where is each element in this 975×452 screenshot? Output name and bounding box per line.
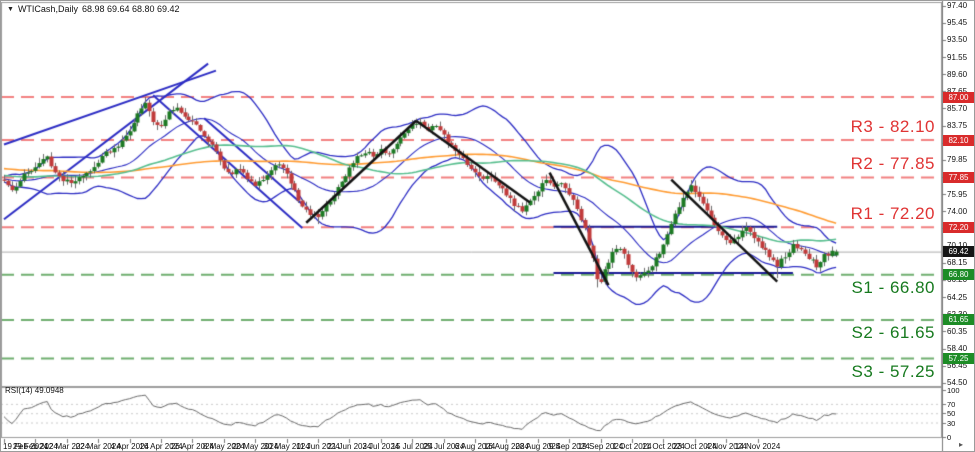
rsi-axis-tick: 100 bbox=[947, 385, 960, 395]
price-axis-tick: 83.75 bbox=[947, 121, 968, 131]
price-axis-tick: 58.40 bbox=[947, 344, 968, 353]
symbol-name: WTICash,Daily bbox=[17, 4, 78, 14]
price-axis-tick: 95.45 bbox=[947, 18, 968, 28]
date-axis-label: 23 Oct 2024 bbox=[673, 442, 717, 451]
rsi-value: 49.0948 bbox=[34, 386, 64, 395]
date-axis-label: 19 Feb 2024 bbox=[3, 442, 48, 451]
date-axis-label: 26 Apr 2024 bbox=[170, 442, 214, 451]
date-axis-label: 4 Apr 2024 bbox=[110, 442, 149, 451]
date-axis-label: 30 May 2024 bbox=[263, 442, 310, 451]
rsi-axis-tick: 50 bbox=[947, 409, 956, 419]
price-axis-tick: 97.40 bbox=[947, 1, 968, 11]
price-axis-tick: 62.30 bbox=[947, 310, 967, 319]
date-axis-label: 14 Nov 2024 bbox=[734, 442, 781, 451]
price-badge-s1: 66.80 bbox=[943, 269, 974, 281]
resistance-label-r2: R2 - 77.85 bbox=[850, 154, 935, 174]
price-axis-tick: 68.15 bbox=[947, 258, 968, 268]
price-axis-tick: 60.35 bbox=[947, 326, 968, 336]
date-axis-label: 4 Nov 2024 bbox=[705, 442, 747, 451]
rsi-name: RSI(14) bbox=[5, 386, 33, 395]
date-axis-label: 16 Aug 2024 bbox=[483, 442, 529, 451]
price-axis-tick: 87.65 bbox=[947, 87, 967, 96]
symbol-dropdown-icon[interactable]: ▼ bbox=[7, 5, 14, 13]
price-badge-s2: 61.65 bbox=[943, 314, 974, 326]
price-axis-tick: 85.70 bbox=[947, 103, 968, 113]
current-price-badge: 69.42 bbox=[943, 246, 974, 258]
scroll-to-end-icon[interactable]: ▸ bbox=[959, 440, 964, 449]
price-badge-r1: 72.20 bbox=[943, 221, 974, 233]
date-axis-label: 29 Feb 2024 bbox=[12, 442, 58, 451]
date-axis-label: 1 Oct 2024 bbox=[612, 442, 652, 451]
symbol-title: ▼ WTICash,Daily 68.98 69.64 68.80 69.42 bbox=[7, 4, 180, 14]
price-axis-tick: 64.25 bbox=[947, 292, 968, 302]
price-axis-tick: 74.00 bbox=[947, 206, 968, 216]
date-axis-label: 12 Mar 2024 bbox=[44, 442, 90, 451]
support-label-s1: S1 - 66.80 bbox=[851, 277, 935, 297]
date-axis-label: 15 Jul 2024 bbox=[391, 442, 433, 451]
price-axis-tick: 79.85 bbox=[947, 155, 968, 165]
date-axis-label: 16 Apr 2024 bbox=[139, 442, 183, 451]
rsi-axis-tick: 0 bbox=[947, 432, 952, 442]
resistance-label-r1: R1 - 72.20 bbox=[850, 204, 935, 224]
date-axis-label: 9 Sep 2024 bbox=[548, 442, 590, 451]
rsi-axis-tick: 30 bbox=[947, 418, 956, 428]
date-axis-label: 8 May 2024 bbox=[202, 442, 245, 451]
price-axis-tick: 75.95 bbox=[947, 189, 968, 199]
price-badge-r3: 82.10 bbox=[943, 134, 974, 146]
date-axis-label: 19 Sep 2024 bbox=[577, 442, 624, 451]
price-axis-tick: 56.45 bbox=[947, 361, 968, 371]
price-axis-tick: 89.60 bbox=[947, 69, 968, 79]
date-axis-label: 11 Oct 2024 bbox=[641, 442, 685, 451]
date-axis-label: 28 Aug 2024 bbox=[515, 442, 561, 451]
resistance-label-r3: R3 - 82.10 bbox=[850, 117, 935, 137]
price-badge-s3: 57.25 bbox=[943, 353, 974, 365]
price-axis-tick: 91.55 bbox=[947, 52, 968, 62]
price-badge-r2: 77.85 bbox=[943, 171, 974, 183]
date-axis-label: 22 Mar 2024 bbox=[75, 442, 121, 451]
price-axis-tick: 54.50 bbox=[947, 378, 968, 388]
date-axis-label: 21 Jun 2024 bbox=[327, 442, 372, 451]
date-axis-label: 6 Aug 2024 bbox=[454, 442, 496, 451]
support-label-s2: S2 - 61.65 bbox=[851, 322, 935, 342]
price-badge-87: 87.00 bbox=[943, 91, 974, 103]
date-axis-label: 11 Jun 2024 bbox=[296, 442, 340, 451]
rsi-axis-tick: 70 bbox=[947, 399, 956, 409]
date-axis-label: 25 Jul 2024 bbox=[422, 442, 465, 451]
date-axis-label: 3 Jul 2024 bbox=[362, 442, 400, 451]
rsi-indicator-label: RSI(14) 49.0948 bbox=[5, 386, 64, 395]
price-axis-tick: 93.50 bbox=[947, 35, 968, 45]
date-axis-label: 20 May 2024 bbox=[232, 442, 279, 451]
support-label-s3: S3 - 57.25 bbox=[851, 361, 935, 381]
price-axis-tick: 70.10 bbox=[947, 241, 967, 250]
symbol-ohlc-values: 68.98 69.64 68.80 69.42 bbox=[81, 4, 180, 14]
